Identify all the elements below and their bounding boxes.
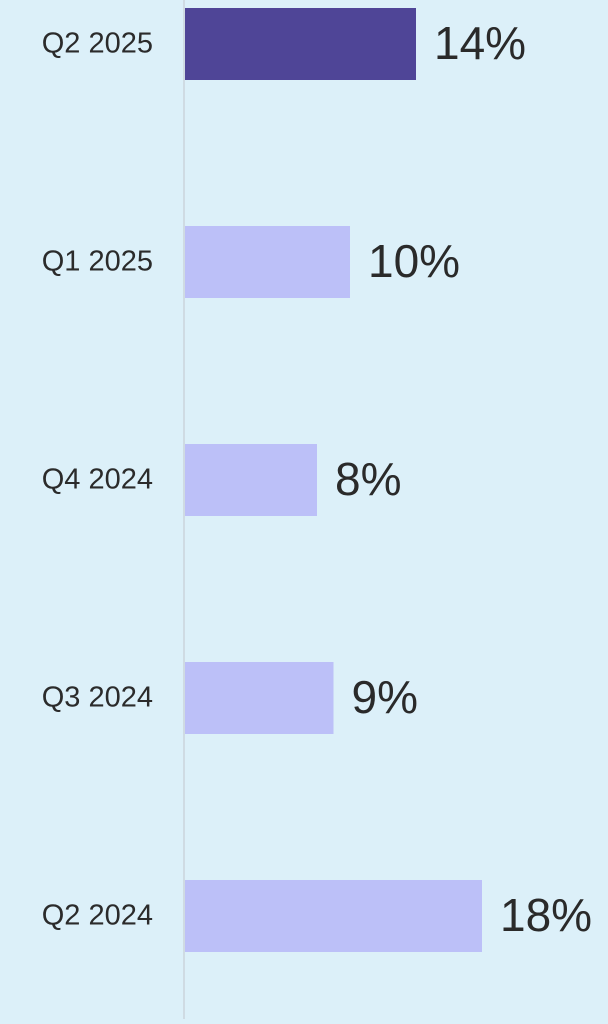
bar xyxy=(185,444,317,516)
category-label: Q2 2024 xyxy=(42,900,153,932)
bar xyxy=(185,8,416,80)
bar xyxy=(185,880,482,952)
category-label: Q4 2024 xyxy=(42,464,153,496)
value-label: 8% xyxy=(335,453,401,505)
value-label: 9% xyxy=(352,671,418,723)
bar xyxy=(185,226,350,298)
category-label: Q1 2025 xyxy=(42,246,153,278)
category-label: Q2 2025 xyxy=(42,28,153,60)
value-label: 14% xyxy=(434,17,526,69)
category-label: Q3 2024 xyxy=(42,682,153,714)
bar xyxy=(185,662,334,734)
value-label: 18% xyxy=(500,889,592,941)
value-label: 10% xyxy=(368,235,460,287)
